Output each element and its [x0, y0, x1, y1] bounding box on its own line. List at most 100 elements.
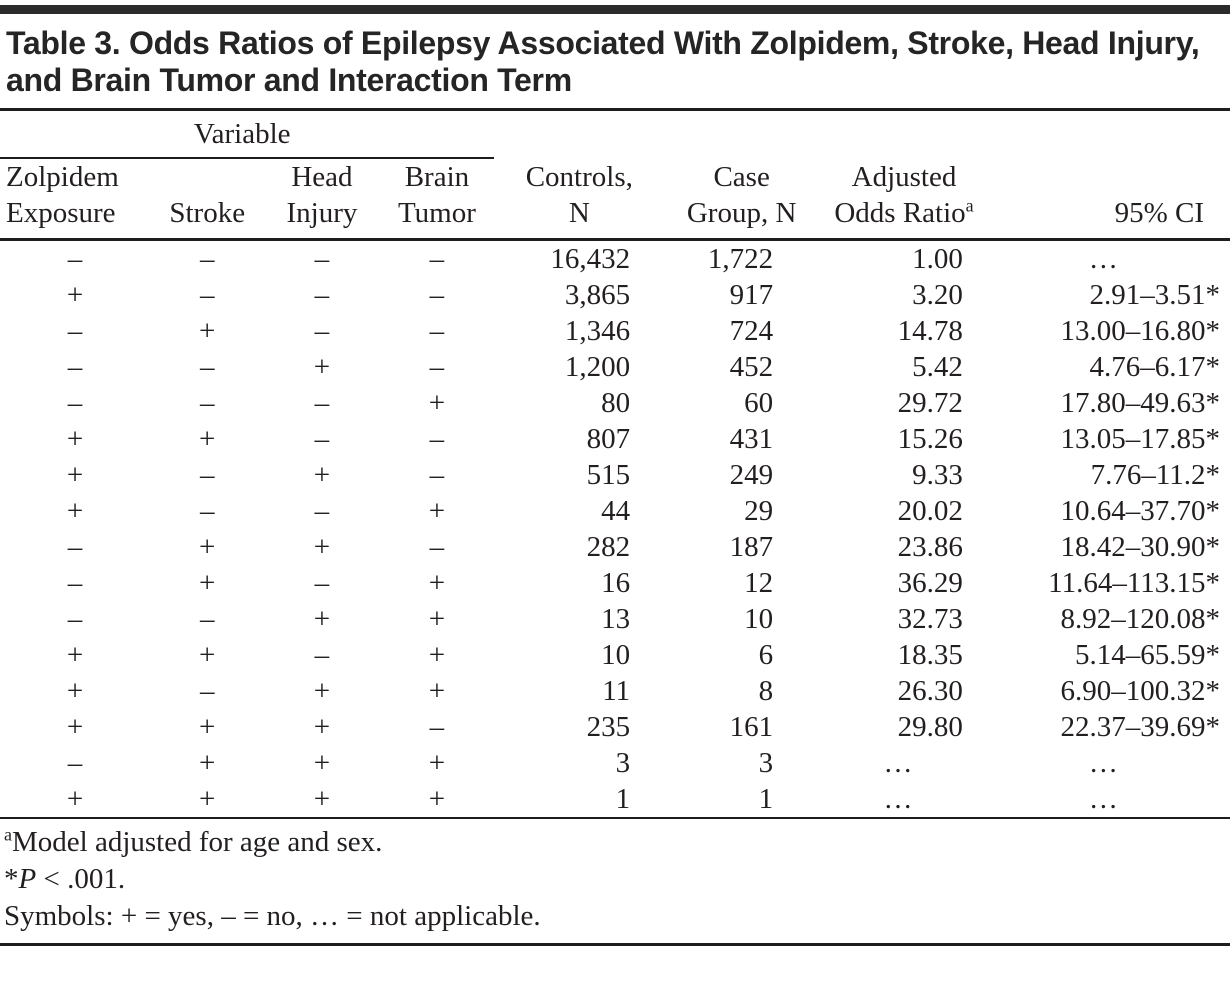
- cell-symbol: +: [66, 459, 84, 491]
- bottom-rule: [0, 943, 1230, 946]
- cell-symbol: –: [199, 603, 215, 635]
- cell-symbol: –: [67, 315, 83, 347]
- table-row: – – – –16,432 1,722 1.00…: [0, 240, 1230, 278]
- variable-spanner-label: Variable: [0, 111, 495, 159]
- cell-value: 11.64–113.15*: [1048, 567, 1220, 599]
- cell-symbol: –: [199, 495, 215, 527]
- cell-symbol: –: [314, 279, 330, 311]
- cell-symbol: +: [66, 711, 84, 743]
- footnote-rule: [0, 817, 1230, 819]
- cell-value: 282: [586, 531, 631, 563]
- table-row: + + – – 807 431 15.26 13.05–17.85*: [0, 421, 1230, 457]
- cell-value: 917: [729, 279, 774, 311]
- cell-symbol: +: [313, 531, 331, 563]
- cell-symbol: +: [313, 675, 331, 707]
- footnote: Symbols: + = yes, – = no, … = not applic…: [4, 900, 541, 932]
- cell-value: 36.29: [897, 567, 963, 599]
- cell-symbol: –: [429, 315, 445, 347]
- spanner-empty-cell: [494, 111, 1230, 158]
- table-row: – – – +80 60 29.72 17.80–49.63*: [0, 385, 1230, 421]
- cell-value: 22.37–39.69*: [1060, 711, 1221, 743]
- cell-value: 1.00: [912, 243, 963, 275]
- cell-value: 5.14–65.59*: [1075, 639, 1220, 671]
- top-bar-rule: [0, 5, 1230, 14]
- cell-symbol: +: [199, 783, 216, 815]
- header-footnote-marker: a: [965, 195, 974, 216]
- cell-symbol: –: [314, 639, 330, 671]
- column-header-95ci: 95% CI: [988, 158, 1230, 241]
- variable-spanner-row: Variable: [0, 111, 1230, 159]
- table-row: – + – – 1,346 724 14.78 13.00–16.80*: [0, 313, 1230, 349]
- cell-value: 6: [758, 639, 774, 671]
- cell-symbol: –: [199, 243, 215, 275]
- cell-symbol: +: [313, 783, 331, 815]
- cell-value: 1: [758, 783, 774, 815]
- cell-symbol: –: [199, 387, 215, 419]
- cell-symbol: +: [313, 603, 331, 635]
- cell-value: 16: [601, 567, 631, 599]
- cell-value: 10: [601, 639, 631, 671]
- cell-symbol: +: [313, 711, 331, 743]
- table-row: – + + – 282 187 23.86 18.42–30.90*: [0, 529, 1230, 565]
- cell-symbol: –: [199, 351, 215, 383]
- cell-value: 8.92–120.08*: [1060, 603, 1221, 635]
- cell-symbol: –: [314, 387, 330, 419]
- cell-symbol: +: [66, 423, 84, 455]
- cell-value: 10: [744, 603, 774, 635]
- cell-value: 2.91–3.51*: [1089, 279, 1221, 311]
- cell-value: 1,200: [564, 351, 631, 383]
- cell-value: 724: [729, 315, 774, 347]
- cell-symbol: +: [313, 351, 331, 383]
- cell-symbol: –: [67, 387, 83, 419]
- cell-value: 80: [601, 387, 631, 419]
- cell-value: 515: [586, 459, 631, 491]
- cell-value: 16,432: [550, 243, 631, 275]
- cell-symbol: +: [313, 747, 331, 779]
- cell-symbol: +: [199, 423, 216, 455]
- cell-value: 60: [744, 387, 774, 419]
- cell-symbol: –: [429, 351, 445, 383]
- cell-symbol: +: [199, 747, 216, 779]
- table-title: Table 3. Odds Ratios of Epilepsy Associa…: [6, 25, 1200, 98]
- cell-value: 20.02: [897, 495, 963, 527]
- table-row: + + + – 235 161 29.80 22.37–39.69*: [0, 709, 1230, 745]
- cell-value: 11: [602, 675, 631, 707]
- cell-value: 807: [586, 423, 631, 455]
- cell-value: …: [883, 783, 913, 815]
- cell-value: …: [1088, 243, 1118, 275]
- cell-symbol: +: [199, 315, 216, 347]
- column-header-stroke: Stroke: [150, 158, 265, 241]
- cell-symbol: +: [428, 783, 446, 815]
- cell-symbol: +: [199, 639, 216, 671]
- cell-symbol: +: [66, 495, 84, 527]
- cell-value: 452: [729, 351, 774, 383]
- table-row: – + – +16 12 36.29 11.64–113.15*: [0, 565, 1230, 601]
- cell-symbol: –: [429, 531, 445, 563]
- cell-value: 8: [758, 675, 774, 707]
- cell-symbol: –: [429, 279, 445, 311]
- cell-value: 15.26: [897, 423, 963, 455]
- cell-symbol: +: [428, 675, 446, 707]
- cell-value: 14.78: [897, 315, 963, 347]
- cell-symbol: +: [428, 387, 446, 419]
- table-row: + + + +1 1……: [0, 781, 1230, 817]
- column-header-brain-tumor: Brain Tumor: [379, 158, 495, 241]
- cell-symbol: –: [199, 279, 215, 311]
- footnote: *P < .001.: [4, 863, 126, 895]
- cell-symbol: –: [67, 351, 83, 383]
- cell-value: 9.33: [912, 459, 963, 491]
- cell-value: 13: [601, 603, 631, 635]
- cell-value: …: [883, 747, 913, 779]
- title-rule: [0, 108, 1230, 111]
- paper-table-page: Table 3. Odds Ratios of Epilepsy Associa…: [0, 5, 1230, 985]
- cell-value: 29: [744, 495, 774, 527]
- cell-value: 3.20: [912, 279, 963, 311]
- cell-value: 3: [758, 747, 774, 779]
- cell-value: 187: [729, 531, 774, 563]
- column-header-case-groupn: Case Group, N: [664, 158, 820, 241]
- cell-symbol: +: [66, 639, 84, 671]
- column-header-zolpidem-exposure: Zolpidem Exposure: [0, 158, 151, 241]
- cell-value: …: [1088, 783, 1118, 815]
- cell-value: 249: [729, 459, 774, 491]
- cell-symbol: –: [314, 423, 330, 455]
